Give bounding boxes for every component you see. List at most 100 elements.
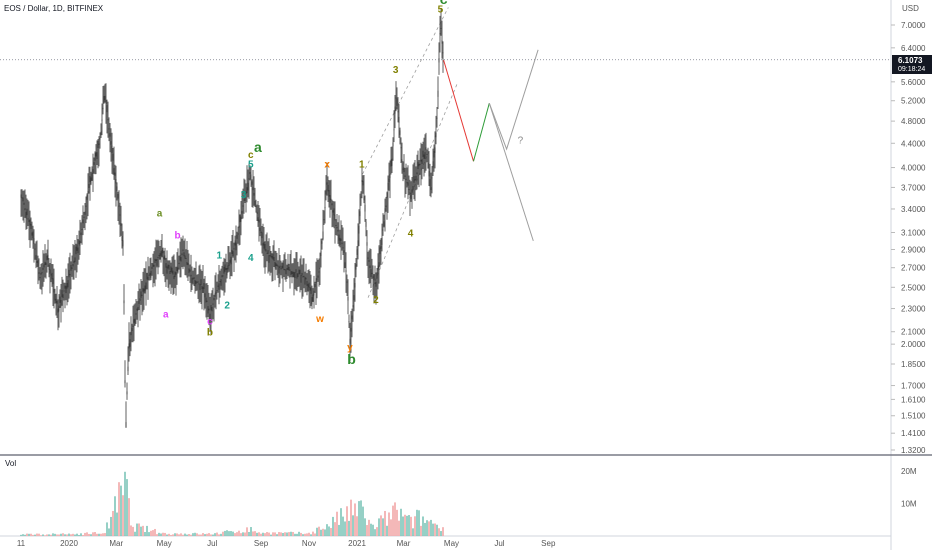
volume-bar bbox=[314, 533, 316, 536]
price-bar-body bbox=[412, 186, 414, 190]
price-bar-body bbox=[277, 265, 279, 267]
price-bar-body bbox=[302, 275, 304, 278]
price-bar-body bbox=[351, 315, 353, 320]
price-bar-body bbox=[279, 265, 281, 268]
volume-bar bbox=[324, 529, 326, 536]
price-tick-label: 7.0000 bbox=[901, 21, 926, 30]
price-bar-body bbox=[426, 153, 428, 155]
volume-bar bbox=[176, 533, 178, 536]
price-bar-body bbox=[103, 96, 105, 104]
wave-label: b bbox=[175, 230, 181, 241]
volume-bar bbox=[112, 510, 114, 536]
price-bar-body bbox=[28, 219, 30, 223]
volume-bar bbox=[116, 512, 118, 536]
price-bar-body bbox=[357, 240, 359, 247]
price-bars bbox=[20, 8, 444, 428]
price-bar-body bbox=[437, 90, 439, 97]
price-bar-body bbox=[322, 231, 324, 240]
price-bar-body bbox=[278, 266, 280, 274]
price-bar-body bbox=[160, 251, 162, 256]
price-bar-body bbox=[79, 240, 81, 246]
volume-bar bbox=[68, 533, 70, 536]
price-bar-body bbox=[154, 258, 156, 263]
price-bar-body bbox=[230, 256, 232, 265]
price-bar-body bbox=[383, 221, 385, 227]
price-bar-body bbox=[356, 249, 358, 255]
volume-bar bbox=[338, 524, 340, 536]
volume-bar bbox=[310, 534, 312, 536]
price-bar-body bbox=[183, 252, 185, 257]
price-bar-body bbox=[147, 276, 149, 281]
price-tick-label: 1.3200 bbox=[901, 446, 926, 455]
price-bar-body bbox=[61, 290, 63, 298]
volume-bar bbox=[272, 532, 274, 536]
price-bar-body bbox=[292, 271, 294, 277]
price-bar-body bbox=[68, 269, 70, 278]
price-bar-body bbox=[169, 270, 171, 274]
price-bar-body bbox=[425, 147, 427, 150]
price-bar-body bbox=[348, 321, 350, 323]
volume-bar bbox=[98, 533, 100, 536]
volume-bar bbox=[146, 525, 148, 536]
price-bar-body bbox=[111, 145, 113, 153]
price-tick-label: 3.1000 bbox=[901, 228, 926, 237]
price-tick-label: 3.7000 bbox=[901, 183, 926, 192]
volume-bar bbox=[172, 534, 174, 536]
price-bar-body bbox=[428, 171, 430, 177]
price-bar-body bbox=[396, 98, 398, 106]
volume-bar bbox=[154, 528, 156, 536]
price-bar-body bbox=[261, 232, 263, 239]
volume-bar bbox=[350, 499, 352, 536]
volume-bar bbox=[238, 530, 240, 536]
price-bar-body bbox=[294, 272, 296, 279]
volume-bar bbox=[230, 531, 232, 536]
price-bar-body bbox=[284, 269, 286, 271]
wave-label: y bbox=[347, 343, 353, 354]
price-bar-body bbox=[349, 338, 351, 344]
price-bar-body bbox=[366, 242, 368, 246]
price-bar-body bbox=[227, 265, 229, 270]
volume-bar bbox=[298, 531, 300, 536]
price-bar-body bbox=[130, 331, 132, 336]
volume-bar bbox=[432, 523, 434, 536]
volume-bar bbox=[210, 534, 212, 536]
price-bar-body bbox=[419, 163, 421, 166]
price-bar-body bbox=[29, 219, 31, 226]
price-bar-body bbox=[247, 182, 249, 191]
price-bar-body bbox=[299, 269, 301, 275]
price-bar-body bbox=[62, 294, 64, 298]
price-bar-body bbox=[75, 246, 77, 255]
volume-tick-label: 10M bbox=[901, 500, 917, 509]
volume-bar bbox=[92, 532, 94, 536]
price-bar-body bbox=[377, 265, 379, 271]
price-bar-body bbox=[268, 255, 270, 263]
price-bar-body bbox=[389, 174, 391, 179]
price-bar-body bbox=[94, 153, 96, 161]
price-bar-body bbox=[132, 325, 134, 327]
price-bar-body bbox=[168, 264, 170, 270]
volume-bar bbox=[192, 533, 194, 536]
price-bar-body bbox=[137, 306, 139, 311]
price-bar-body bbox=[328, 190, 330, 197]
price-bar-body bbox=[309, 286, 311, 291]
price-bar-body bbox=[382, 229, 384, 231]
price-bar-body bbox=[164, 255, 166, 260]
price-bar-body bbox=[166, 266, 168, 274]
price-tick-label: 2.9000 bbox=[901, 245, 926, 254]
price-bar-body bbox=[32, 231, 34, 239]
price-bar-body bbox=[87, 191, 89, 194]
price-bar-body bbox=[320, 250, 322, 257]
price-tick-label: 5.2000 bbox=[901, 97, 926, 106]
price-bar-body bbox=[189, 269, 191, 272]
price-bar-body bbox=[187, 263, 189, 266]
current-price-badge bbox=[892, 55, 932, 74]
price-bar-body bbox=[314, 284, 316, 287]
wave-label: 5 bbox=[438, 5, 444, 16]
price-bar-body bbox=[192, 278, 194, 280]
price-bar-body bbox=[49, 269, 51, 274]
price-bar-body bbox=[334, 214, 336, 221]
price-bar-body bbox=[429, 179, 431, 187]
volume-bar bbox=[72, 533, 74, 536]
volume-bar bbox=[394, 502, 396, 536]
